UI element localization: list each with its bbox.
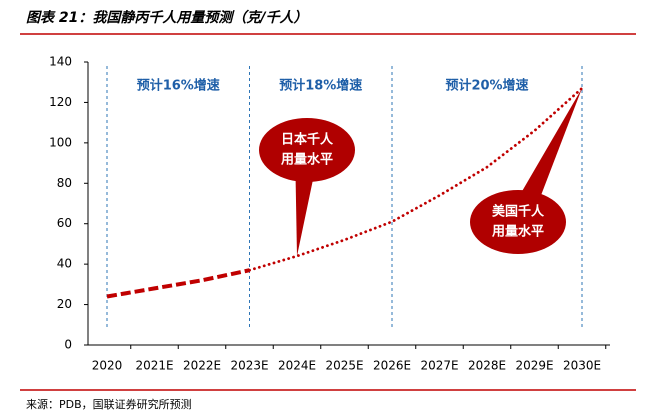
x-tick-label: 2027E	[420, 359, 458, 373]
source: 来源：PDB，国联证券研究所预测	[26, 397, 192, 411]
x-tick-label: 2030E	[563, 359, 601, 373]
x-tick-label: 2024E	[278, 359, 316, 373]
x-tick-label: 2022E	[183, 359, 221, 373]
region-label: 预计20%增速	[445, 78, 528, 94]
x-tick-label: 2020	[92, 359, 123, 373]
y-tick-label: 100	[49, 135, 72, 149]
y-tick-label: 40	[57, 257, 72, 271]
callout-text: 用量水平	[280, 152, 333, 168]
x-tick-label: 2029E	[515, 359, 553, 373]
region-label: 预计18%增速	[279, 78, 362, 94]
region-label: 预计16%增速	[137, 78, 220, 94]
series-line	[106, 268, 250, 299]
y-tick-label: 80	[57, 176, 72, 190]
x-tick-label: 2028E	[468, 359, 506, 373]
callout-text: 美国千人	[492, 204, 545, 220]
y-tick-label: 120	[49, 95, 72, 109]
y-tick-label: 140	[49, 55, 72, 69]
x-tick-label: 2026E	[373, 359, 411, 373]
y-tick-label: 0	[64, 338, 72, 352]
callout-bubble	[259, 118, 355, 182]
callout-text: 用量水平	[491, 224, 544, 240]
x-tick-label: 2023E	[230, 359, 268, 373]
y-tick-label: 60	[57, 216, 72, 230]
y-tick-label: 20	[57, 297, 72, 311]
series-line	[248, 86, 584, 272]
callout-text: 日本千人	[281, 132, 334, 148]
chart-title: 图表 21：我国静丙千人用量预测（克/千人）	[26, 9, 307, 26]
x-tick-label: 2021E	[135, 359, 173, 373]
x-tick-label: 2025E	[325, 359, 363, 373]
callout-bubble	[470, 190, 566, 254]
